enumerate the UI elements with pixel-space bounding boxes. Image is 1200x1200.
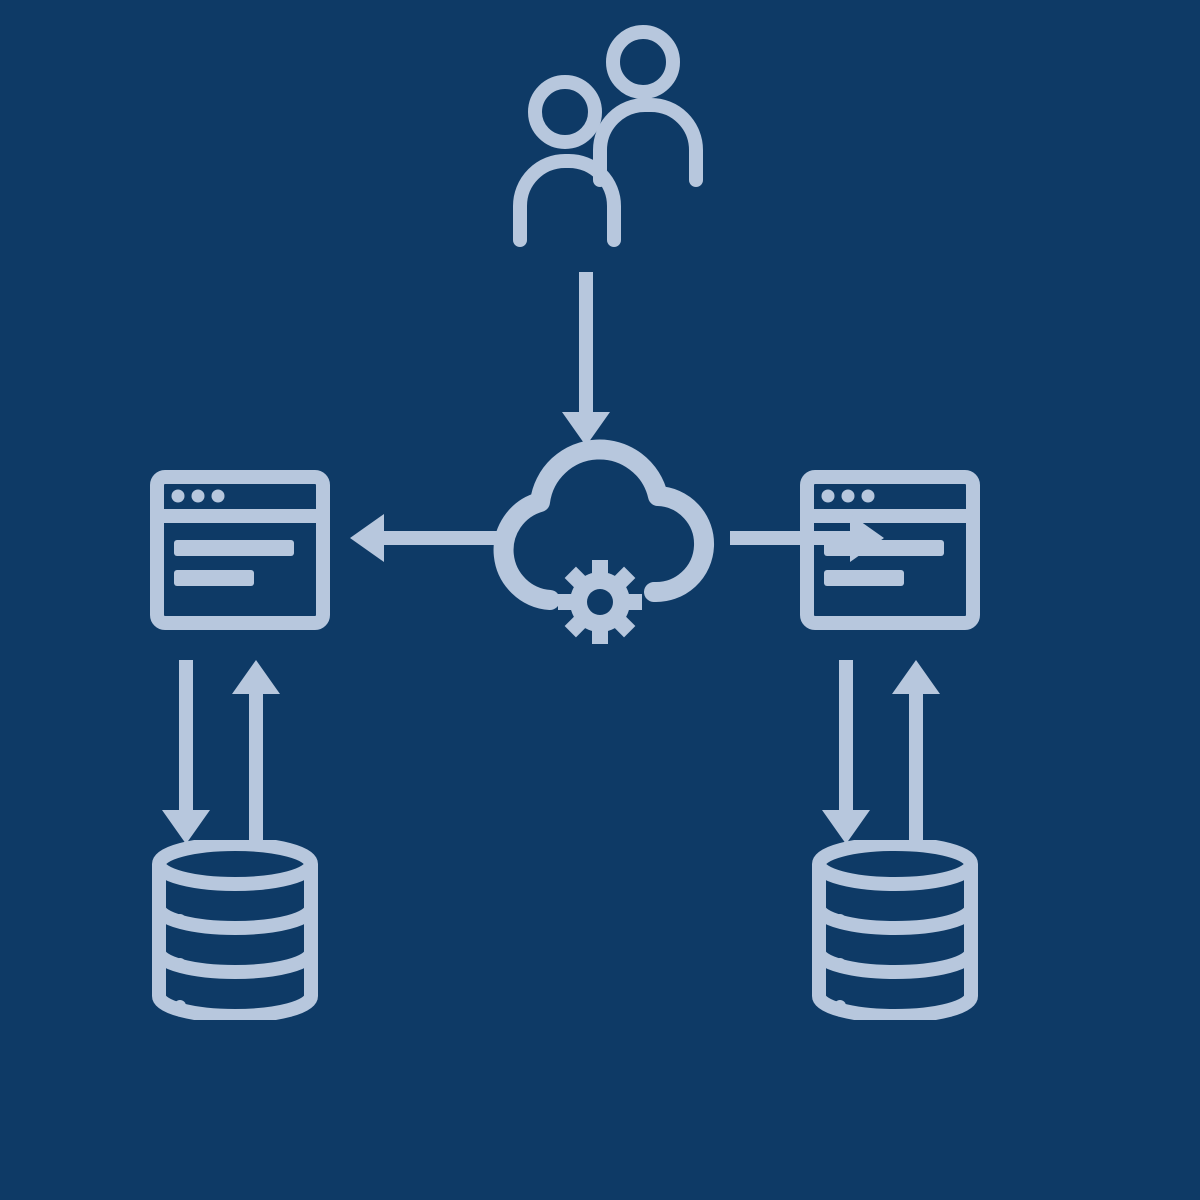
arrow-up [230, 660, 282, 844]
users-icon [465, 20, 735, 250]
database-icon [810, 840, 980, 1020]
arrow-right [730, 512, 884, 564]
arrow-down [160, 660, 212, 844]
arrow-down [820, 660, 872, 844]
app-window-icon [150, 470, 330, 630]
architecture-diagram [0, 0, 1200, 1200]
arrow-up [890, 660, 942, 844]
database-icon [150, 840, 320, 1020]
cloud-gear-icon [480, 430, 720, 650]
arrow-down [560, 272, 612, 446]
arrow-left [350, 512, 504, 564]
